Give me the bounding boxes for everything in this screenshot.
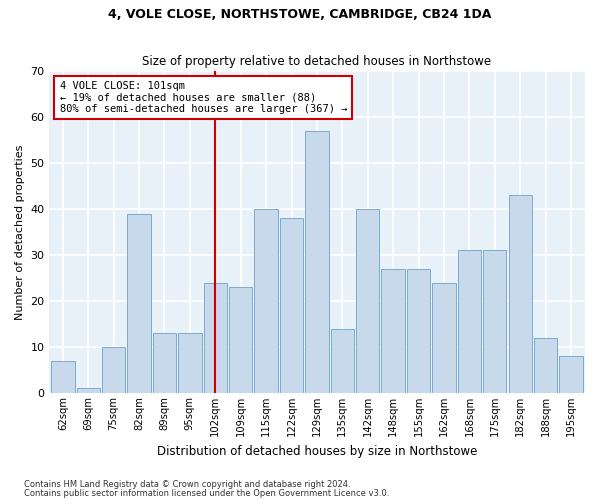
- Bar: [509, 195, 532, 393]
- Text: 4 VOLE CLOSE: 101sqm
← 19% of detached houses are smaller (88)
80% of semi-detac: 4 VOLE CLOSE: 101sqm ← 19% of detached h…: [59, 80, 347, 114]
- Bar: [127, 214, 151, 393]
- X-axis label: Distribution of detached houses by size in Northstowe: Distribution of detached houses by size …: [157, 444, 477, 458]
- Bar: [254, 209, 278, 393]
- Text: 4, VOLE CLOSE, NORTHSTOWE, CAMBRIDGE, CB24 1DA: 4, VOLE CLOSE, NORTHSTOWE, CAMBRIDGE, CB…: [109, 8, 491, 20]
- Bar: [331, 328, 354, 393]
- Bar: [153, 333, 176, 393]
- Bar: [432, 282, 455, 393]
- Bar: [229, 287, 253, 393]
- Bar: [305, 131, 329, 393]
- Bar: [483, 250, 506, 393]
- Title: Size of property relative to detached houses in Northstowe: Size of property relative to detached ho…: [142, 56, 491, 68]
- Text: Contains public sector information licensed under the Open Government Licence v3: Contains public sector information licen…: [24, 488, 389, 498]
- Bar: [559, 356, 583, 393]
- Bar: [51, 361, 74, 393]
- Bar: [77, 388, 100, 393]
- Bar: [534, 338, 557, 393]
- Bar: [178, 333, 202, 393]
- Bar: [458, 250, 481, 393]
- Y-axis label: Number of detached properties: Number of detached properties: [15, 144, 25, 320]
- Bar: [382, 269, 405, 393]
- Bar: [280, 218, 303, 393]
- Bar: [102, 347, 125, 393]
- Bar: [203, 282, 227, 393]
- Bar: [356, 209, 379, 393]
- Text: Contains HM Land Registry data © Crown copyright and database right 2024.: Contains HM Land Registry data © Crown c…: [24, 480, 350, 489]
- Bar: [407, 269, 430, 393]
